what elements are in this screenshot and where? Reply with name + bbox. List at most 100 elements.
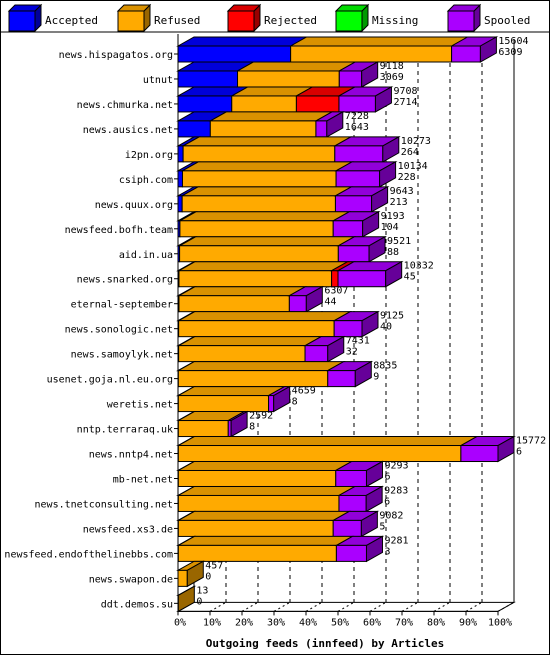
row-label: news.chmurka.net [77, 100, 173, 111]
x-tick-label: 40% [299, 617, 317, 628]
bar-segment-side [385, 260, 403, 288]
x-tick-label: 10% [203, 617, 221, 628]
bar-segment [177, 420, 229, 438]
x-tick-label: 30% [267, 617, 285, 628]
bar-segment-top [208, 111, 334, 122]
x-axis-title: Outgoing feeds (innfeed) by Articles [206, 637, 444, 650]
legend-label: Rejected [264, 14, 317, 27]
row-label: ddt.demos.su [101, 599, 173, 610]
total-value: 9643 [390, 186, 414, 197]
bar-segment [334, 145, 384, 163]
bar-segment [335, 170, 381, 188]
accepted-value: 9 [373, 372, 379, 383]
bar-segment [178, 320, 335, 338]
bar-segment-side [368, 235, 386, 263]
bar-segment-side [354, 360, 372, 388]
bar-segment [327, 370, 356, 388]
row-label: mb-net.net [113, 474, 173, 485]
row-label: eternal-september [71, 300, 173, 311]
bar-segment-side [379, 160, 397, 188]
row-label: i2pn.org [125, 150, 173, 161]
accepted-value: 104 [381, 222, 399, 233]
x-tick-label: 100% [488, 617, 512, 628]
bar-segment [178, 270, 333, 288]
legend-label: Spooled [484, 14, 530, 27]
total-value: 9708 [393, 86, 417, 97]
bar-segment [268, 395, 275, 413]
gridline-floor [401, 601, 419, 612]
legend-swatch-top [7, 4, 43, 12]
accepted-value: 6309 [498, 47, 522, 58]
gridline-floor [241, 601, 259, 612]
bar-segment-side [374, 86, 392, 113]
accepted-value: 264 [401, 147, 419, 158]
gridline-floor [433, 601, 451, 612]
bar-segment [337, 245, 370, 263]
accepted-value: 8 [249, 422, 255, 433]
total-value: 9281 [384, 535, 408, 546]
bar-segment [295, 95, 340, 113]
accepted-value: 3069 [380, 72, 404, 83]
bar-segment-top [176, 361, 346, 372]
bar-segment [177, 569, 188, 587]
total-value: 10332 [404, 261, 434, 272]
legend-swatch [447, 10, 475, 32]
bar-segment [177, 70, 239, 88]
legend-swatch [8, 10, 36, 32]
x-tick-label: 90% [459, 617, 477, 628]
bar-segment [338, 494, 367, 512]
floor [176, 601, 516, 612]
gridline-floor [337, 601, 355, 612]
bar-segment-side [371, 185, 389, 213]
legend-item-rejected: Rejected [226, 3, 317, 33]
bar-segment [451, 45, 481, 63]
total-value: 9193 [381, 211, 405, 222]
gridline-floor [369, 601, 387, 612]
x-tick-label: 80% [427, 617, 445, 628]
accepted-value: 1643 [345, 122, 369, 133]
bar-segment-side [361, 310, 379, 338]
total-value: 9082 [379, 510, 403, 521]
bar-segment [332, 220, 364, 238]
bar-segment [177, 370, 329, 388]
accepted-value: 44 [324, 297, 336, 308]
bar-segment-side [305, 285, 323, 313]
row-label: newsfeed.endofthelinebbs.com [4, 549, 173, 560]
bar-segment [177, 195, 183, 213]
bar-segment-side [230, 410, 248, 438]
total-value: 9283 [384, 485, 408, 496]
bar-segment [315, 120, 328, 138]
x-tick-label: 70% [395, 617, 413, 628]
legend-label: Refused [154, 14, 200, 27]
bar-segment-top [176, 535, 355, 546]
bar-segment-side [327, 335, 345, 363]
legend-swatch [117, 10, 145, 32]
row-label: newsfeed.xs3.de [83, 524, 173, 535]
x-tick-label: 0% [174, 617, 186, 628]
bar-segment [177, 145, 184, 163]
legend-swatch [335, 10, 363, 32]
bar-segment [337, 270, 387, 288]
bar-segment-side [365, 535, 383, 563]
bar-segment-top [180, 186, 354, 197]
bar-segment-side [365, 460, 383, 488]
bar-segment [231, 95, 297, 113]
bar-segment-side [479, 36, 497, 63]
x-tick-label: 60% [363, 617, 381, 628]
row-label: aid.in.ua [119, 250, 173, 261]
legend-item-spooled: Spooled [446, 3, 530, 33]
total-value: 13 [196, 585, 208, 596]
accepted-value: 8 [292, 397, 298, 408]
bar-segment-top [180, 161, 354, 172]
gridline-floor [465, 601, 483, 612]
